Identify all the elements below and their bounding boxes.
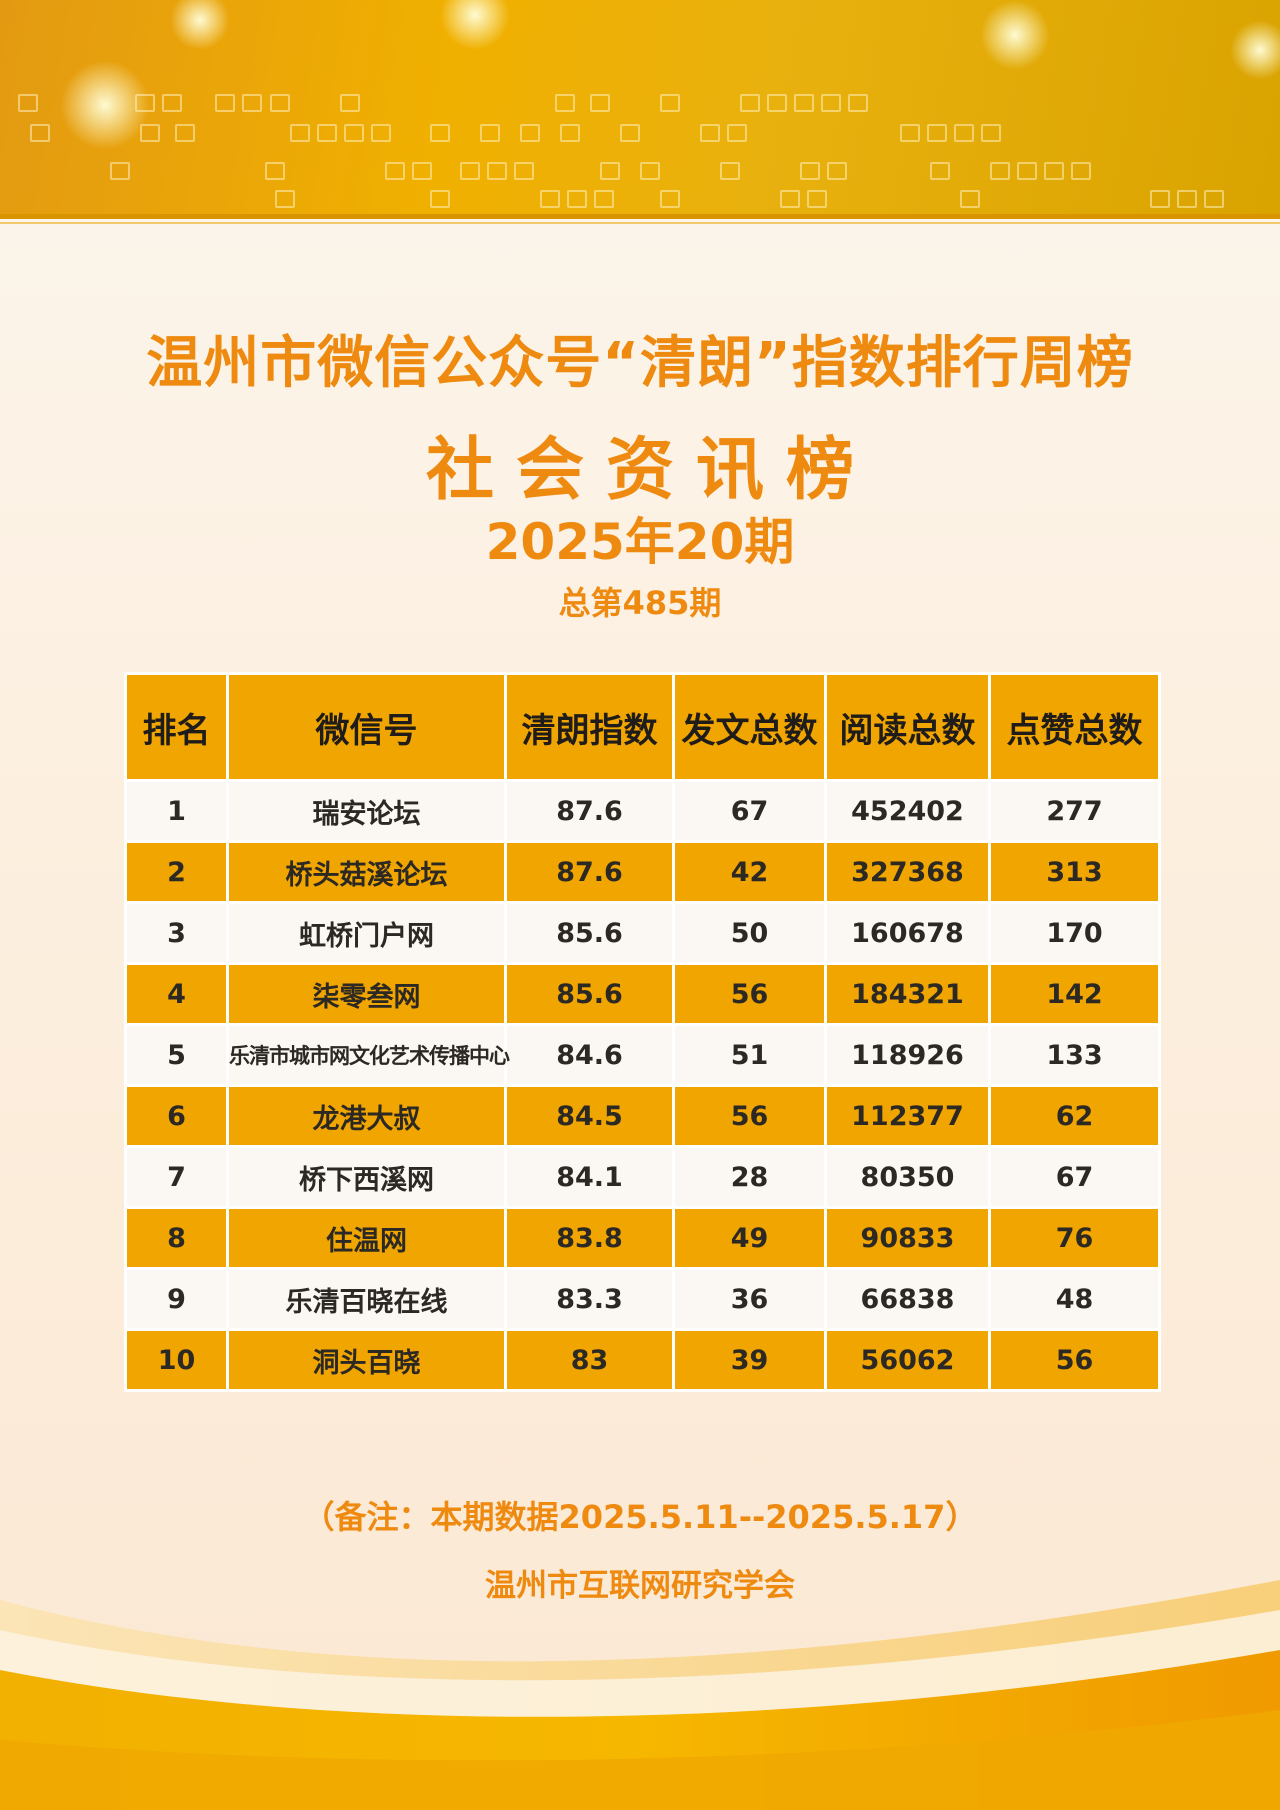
banner-divider-light [0, 222, 1280, 224]
ranking-table: 排名 微信号 清朗指数 发文总数 阅读总数 点赞总数 1 瑞安论坛 87.6 6… [124, 672, 1161, 1392]
index-cell: 87.6 [504, 840, 675, 904]
rank-cell: 1 [124, 779, 229, 843]
likes-cell: 170 [988, 901, 1161, 965]
index-cell: 83.3 [504, 1267, 675, 1331]
list-subtitle: 社会资讯榜 [425, 431, 876, 510]
banner-divider [0, 214, 1280, 219]
likes-cell: 48 [988, 1267, 1161, 1331]
table-row: 10 洞头百晓 83 39 56062 56 [124, 1328, 1161, 1392]
rank-cell: 6 [124, 1084, 229, 1148]
column-header-reads: 阅读总数 [824, 672, 991, 782]
table-row: 6 龙港大叔 84.5 56 112377 62 [124, 1084, 1161, 1148]
posts-cell: 56 [672, 962, 827, 1026]
table-row: 2 桥头菇溪论坛 87.6 42 327368 313 [124, 840, 1161, 904]
posts-cell: 56 [672, 1084, 827, 1148]
table-header-row: 排名 微信号 清朗指数 发文总数 阅读总数 点赞总数 [124, 672, 1161, 782]
table-row: 3 虹桥门户网 85.6 50 160678 170 [124, 901, 1161, 965]
data-period-note: （备注：本期数据2025.5.11--2025.5.17） [302, 1498, 978, 1536]
posts-cell: 50 [672, 901, 827, 965]
posts-cell: 49 [672, 1206, 827, 1270]
account-cell: 瑞安论坛 [226, 779, 507, 843]
index-cell: 84.1 [504, 1145, 675, 1209]
index-cell: 84.6 [504, 1023, 675, 1087]
reads-cell: 184321 [824, 962, 991, 1026]
account-cell: 桥下西溪网 [226, 1145, 507, 1209]
account-cell: 乐清市城市网文化艺术传播中心 [226, 1023, 510, 1087]
posts-cell: 36 [672, 1267, 827, 1331]
account-cell: 洞头百晓 [226, 1328, 507, 1392]
rank-cell: 4 [124, 962, 229, 1026]
organization-name: 温州市互联网研究学会 [485, 1568, 795, 1604]
account-cell: 桥头菇溪论坛 [226, 840, 507, 904]
posts-cell: 39 [672, 1328, 827, 1392]
page-title: 温州市微信公众号“清朗”指数排行周榜 [146, 331, 1134, 396]
rank-cell: 3 [124, 901, 229, 965]
top-banner [0, 0, 1280, 216]
table-row: 4 柒零叁网 85.6 56 184321 142 [124, 962, 1161, 1026]
rank-cell: 8 [124, 1206, 229, 1270]
rank-cell: 7 [124, 1145, 229, 1209]
rank-cell: 9 [124, 1267, 229, 1331]
likes-cell: 67 [988, 1145, 1161, 1209]
table-row: 1 瑞安论坛 87.6 67 452402 277 [124, 779, 1161, 843]
index-cell: 87.6 [504, 779, 675, 843]
index-cell: 85.6 [504, 962, 675, 1026]
likes-cell: 76 [988, 1206, 1161, 1270]
account-cell: 龙港大叔 [226, 1084, 507, 1148]
likes-cell: 313 [988, 840, 1161, 904]
table-row: 5 乐清市城市网文化艺术传播中心 84.6 51 118926 133 [124, 1023, 1161, 1087]
index-cell: 84.5 [504, 1084, 675, 1148]
reads-cell: 90833 [824, 1206, 991, 1270]
bottom-wave-decoration [0, 1580, 1280, 1810]
table-row: 8 住温网 83.8 49 90833 76 [124, 1206, 1161, 1270]
total-issue-number: 总第485期 [558, 584, 722, 622]
column-header-likes: 点赞总数 [988, 672, 1161, 782]
account-cell: 柒零叁网 [226, 962, 507, 1026]
account-cell: 住温网 [226, 1206, 507, 1270]
reads-cell: 112377 [824, 1084, 991, 1148]
rank-cell: 5 [124, 1023, 229, 1087]
likes-cell: 56 [988, 1328, 1161, 1392]
reads-cell: 160678 [824, 901, 991, 965]
reads-cell: 118926 [824, 1023, 991, 1087]
reads-cell: 327368 [824, 840, 991, 904]
reads-cell: 452402 [824, 779, 991, 843]
rank-cell: 2 [124, 840, 229, 904]
column-header-posts: 发文总数 [672, 672, 827, 782]
reads-cell: 80350 [824, 1145, 991, 1209]
reads-cell: 66838 [824, 1267, 991, 1331]
column-header-index: 清朗指数 [504, 672, 675, 782]
posts-cell: 67 [672, 779, 827, 843]
rank-cell: 10 [124, 1328, 229, 1392]
issue-number: 2025年20期 [485, 513, 795, 571]
reads-cell: 56062 [824, 1328, 991, 1392]
likes-cell: 62 [988, 1084, 1161, 1148]
likes-cell: 133 [988, 1023, 1161, 1087]
account-cell: 虹桥门户网 [226, 901, 507, 965]
index-cell: 83.8 [504, 1206, 675, 1270]
posts-cell: 42 [672, 840, 827, 904]
posts-cell: 28 [672, 1145, 827, 1209]
column-header-account: 微信号 [226, 672, 507, 782]
index-cell: 83 [504, 1328, 675, 1392]
table-row: 7 桥下西溪网 84.1 28 80350 67 [124, 1145, 1161, 1209]
likes-cell: 142 [988, 962, 1161, 1026]
index-cell: 85.6 [504, 901, 675, 965]
likes-cell: 277 [988, 779, 1161, 843]
account-cell: 乐清百晓在线 [226, 1267, 507, 1331]
table-row: 9 乐清百晓在线 83.3 36 66838 48 [124, 1267, 1161, 1331]
column-header-rank: 排名 [124, 672, 229, 782]
posts-cell: 51 [672, 1023, 827, 1087]
